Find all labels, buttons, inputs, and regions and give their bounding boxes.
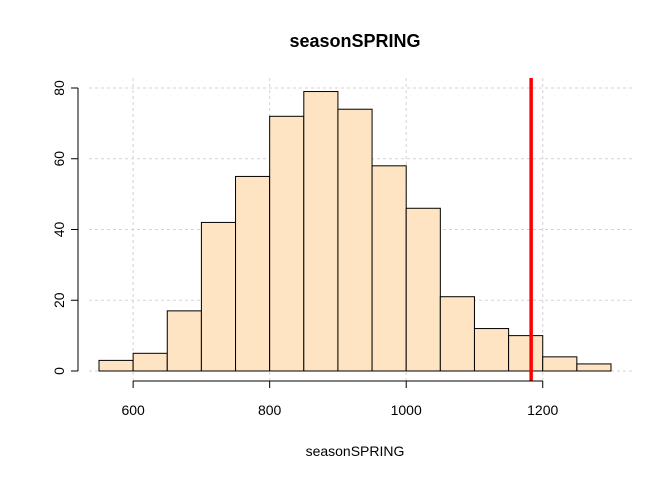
histogram-bar — [269, 115, 305, 372]
y-tick-label: 40 — [51, 222, 67, 238]
bars — [98, 91, 612, 372]
x-tick-label: 800 — [258, 402, 282, 418]
histogram-bar — [405, 207, 441, 372]
chart-title: seasonSPRING — [289, 31, 420, 51]
x-tick-label: 1000 — [391, 402, 422, 418]
histogram-bar — [98, 359, 134, 372]
histogram-bar — [576, 363, 612, 372]
x-tick-label: 600 — [121, 402, 145, 418]
histogram-bar — [303, 91, 339, 372]
x-axis: 600 800 1000 1200 — [121, 380, 559, 418]
y-tick-label: 20 — [51, 292, 67, 308]
histogram-bar — [337, 108, 373, 372]
y-tick-label: 0 — [51, 367, 67, 375]
histogram-bar — [542, 356, 578, 372]
histogram-bar — [132, 352, 168, 372]
histogram-bar — [439, 296, 475, 372]
histogram-bar — [473, 328, 510, 372]
histogram-bar — [508, 335, 544, 372]
histogram-bar — [235, 175, 271, 372]
y-axis: 0 20 40 60 80 — [51, 80, 79, 375]
x-tick-label: 1200 — [527, 402, 558, 418]
histogram-bar — [200, 221, 237, 372]
x-axis-label: seasonSPRING — [306, 443, 405, 459]
histogram-bar — [166, 310, 202, 372]
histogram-bar — [371, 165, 407, 372]
y-tick-label: 60 — [51, 151, 67, 167]
y-tick-label: 80 — [51, 80, 67, 96]
